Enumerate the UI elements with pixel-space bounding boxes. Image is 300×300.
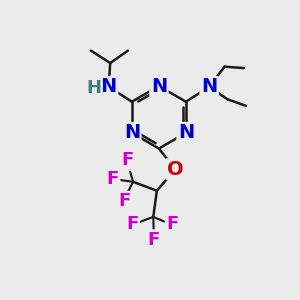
- Text: F: F: [166, 215, 178, 233]
- Text: F: F: [107, 170, 119, 188]
- Text: H: H: [86, 79, 101, 97]
- Text: N: N: [151, 76, 167, 96]
- Text: F: F: [126, 215, 139, 233]
- Text: N: N: [201, 77, 217, 96]
- Text: N: N: [124, 123, 140, 142]
- Text: N: N: [178, 123, 194, 142]
- Text: F: F: [118, 192, 130, 210]
- Text: O: O: [167, 160, 184, 179]
- Text: N: N: [100, 77, 117, 96]
- Text: F: F: [148, 231, 160, 249]
- Text: F: F: [122, 152, 134, 169]
